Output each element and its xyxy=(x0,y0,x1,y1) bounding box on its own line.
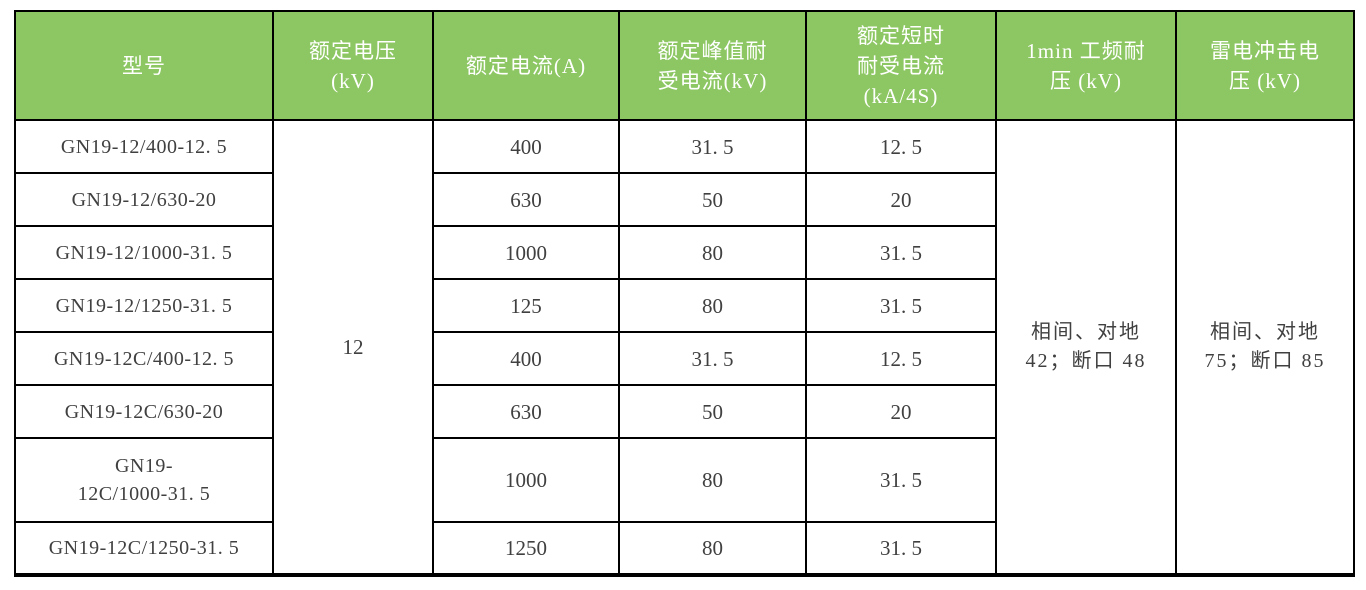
peak-current-cell: 80 xyxy=(618,437,807,523)
rated-current-cell: 1000 xyxy=(432,225,620,280)
header-lightning-impulse-voltage: 雷电冲击电 压 (kV) xyxy=(1175,10,1355,121)
header-short-time-withstand-current: 额定短时 耐受电流 (kA/4S) xyxy=(805,10,997,121)
peak-current-cell: 80 xyxy=(618,225,807,280)
rated-voltage-cell: 12 xyxy=(272,119,434,576)
short-time-current-cell: 20 xyxy=(805,172,997,227)
model-cell: GN19-12C/630-20 xyxy=(14,384,274,439)
header-rated-voltage: 额定电压 (kV) xyxy=(272,10,434,121)
peak-current-cell: 80 xyxy=(618,521,807,577)
short-time-current-cell: 31. 5 xyxy=(805,225,997,280)
power-frequency-cell: 相间、对地 42；断口 48 xyxy=(995,119,1177,576)
rated-current-cell: 630 xyxy=(432,172,620,227)
table-row: GN19- 12C/1000-31. 5 1000 80 31. 5 xyxy=(14,437,1354,523)
model-cell: GN19-12/1250-31. 5 xyxy=(14,278,274,333)
rated-current-cell: 400 xyxy=(432,331,620,386)
table-row: GN19-12/1000-31. 5 1000 80 31. 5 xyxy=(14,225,1354,280)
table-row: GN19-12/1250-31. 5 125 80 31. 5 xyxy=(14,278,1354,333)
rated-current-cell: 400 xyxy=(432,119,620,174)
table-row: GN19-12C/1250-31. 5 1250 80 31. 5 xyxy=(14,521,1354,577)
peak-current-cell: 31. 5 xyxy=(618,331,807,386)
short-time-current-cell: 31. 5 xyxy=(805,278,997,333)
short-time-current-cell: 20 xyxy=(805,384,997,439)
model-cell: GN19-12/630-20 xyxy=(14,172,274,227)
short-time-current-cell: 12. 5 xyxy=(805,331,997,386)
lightning-impulse-cell: 相间、对地 75；断口 85 xyxy=(1175,119,1355,576)
rated-current-cell: 1250 xyxy=(432,521,620,577)
spec-table: 型号 额定电压 (kV) 额定电流(A) 额定峰值耐 受电流(kV) 额定短时 … xyxy=(14,10,1355,577)
table-row: GN19-12/400-12. 5 12 400 31. 5 12. 5 相间、… xyxy=(14,119,1355,576)
peak-current-cell: 80 xyxy=(618,278,807,333)
header-model: 型号 xyxy=(14,10,274,121)
rated-current-cell: 630 xyxy=(432,384,620,439)
model-cell: GN19-12/400-12. 5 xyxy=(14,119,274,174)
short-time-current-cell: 31. 5 xyxy=(805,437,997,523)
table-row: GN19-12/630-20 630 50 20 xyxy=(14,172,1354,227)
model-cell: GN19-12/1000-31. 5 xyxy=(14,225,274,280)
table-header-row: 型号 额定电压 (kV) 额定电流(A) 额定峰值耐 受电流(kV) 额定短时 … xyxy=(14,10,1355,121)
model-cell: GN19- 12C/1000-31. 5 xyxy=(14,437,274,523)
header-peak-withstand-current: 额定峰值耐 受电流(kV) xyxy=(618,10,807,121)
rated-current-cell: 125 xyxy=(432,278,620,333)
rated-current-cell: 1000 xyxy=(432,437,620,523)
header-rated-current: 额定电流(A) xyxy=(432,10,620,121)
table-row: GN19-12C/400-12. 5 400 31. 5 12. 5 xyxy=(14,331,1354,386)
peak-current-cell: 50 xyxy=(618,172,807,227)
table-row: GN19-12C/630-20 630 50 20 xyxy=(14,384,1354,439)
peak-current-cell: 50 xyxy=(618,384,807,439)
model-cell: GN19-12C/1250-31. 5 xyxy=(14,521,274,577)
peak-current-cell: 31. 5 xyxy=(618,119,807,174)
model-cell: GN19-12C/400-12. 5 xyxy=(14,331,274,386)
header-power-frequency-withstand-voltage: 1min 工频耐 压 (kV) xyxy=(995,10,1177,121)
short-time-current-cell: 12. 5 xyxy=(805,119,997,174)
short-time-current-cell: 31. 5 xyxy=(805,521,997,577)
